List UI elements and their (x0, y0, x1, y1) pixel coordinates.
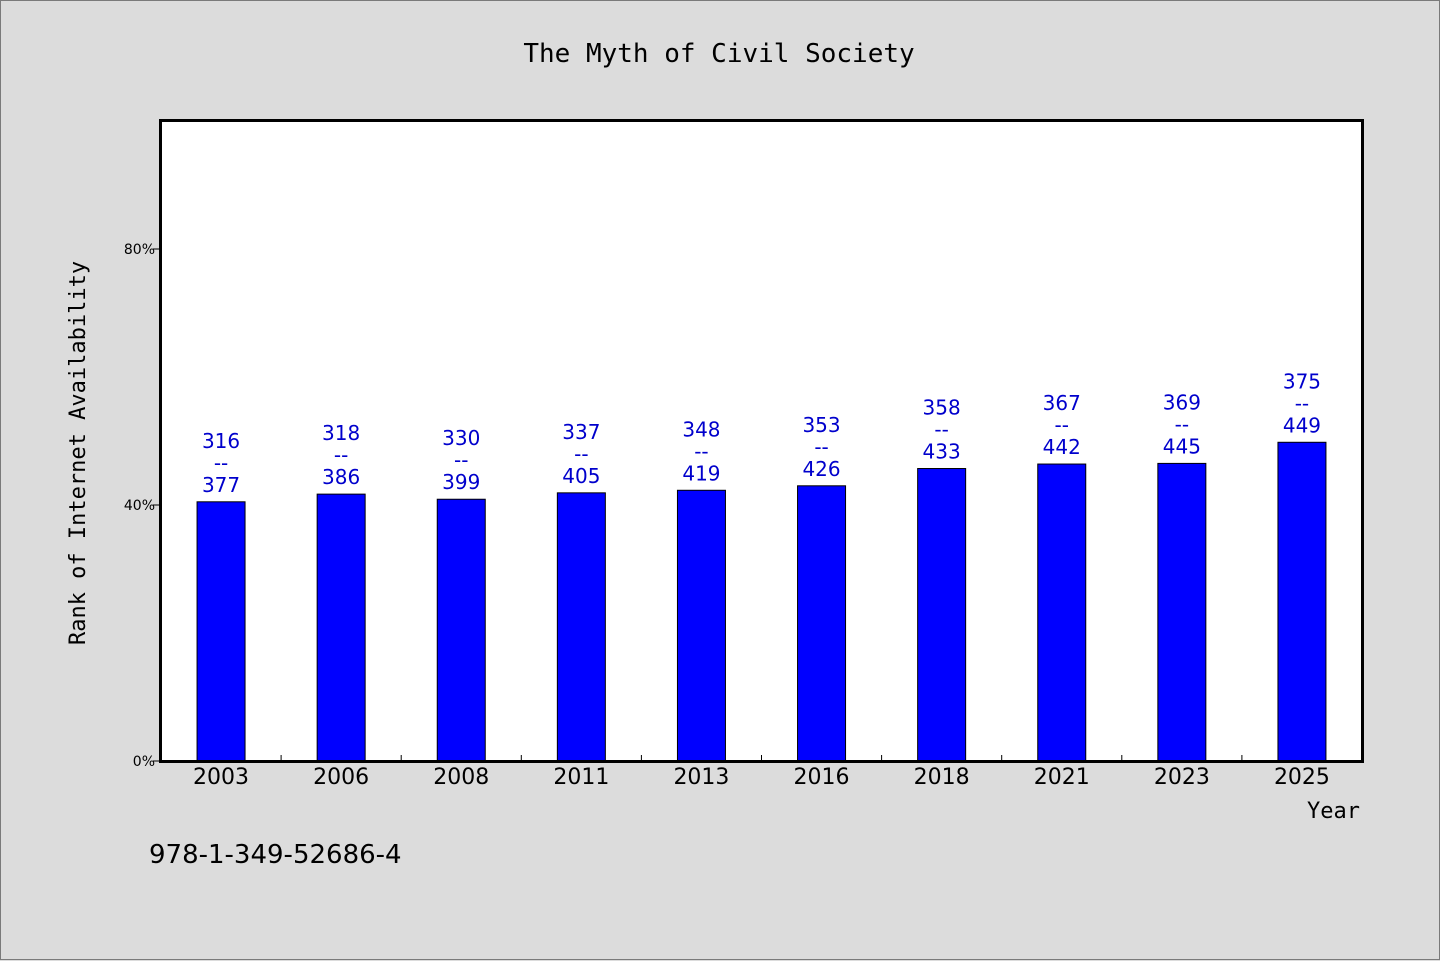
data-label: -- (934, 418, 948, 442)
data-label: 358 (923, 396, 961, 420)
data-label: 426 (802, 457, 840, 481)
data-label: 433 (923, 440, 961, 464)
data-label: -- (454, 448, 468, 472)
data-label: -- (214, 451, 228, 475)
data-label: -- (1295, 391, 1309, 415)
x-tick-label: 2025 (1274, 765, 1330, 790)
bar-2016 (797, 485, 847, 762)
bar-2006 (316, 493, 366, 762)
y-tick-label: 40% (124, 498, 155, 514)
data-label: 419 (682, 461, 720, 485)
x-axis-title: Year (1307, 799, 1360, 824)
data-labels: 316--377318--386330--399337--405348--419… (202, 369, 1321, 497)
x-tick-label: 2008 (433, 765, 489, 790)
data-label: 442 (1043, 435, 1081, 459)
y-axis-title: Rank of Internet Availability (66, 261, 91, 645)
x-tick-label: 2021 (1034, 765, 1090, 790)
plot-border (159, 119, 1364, 763)
x-tick-label: 2018 (914, 765, 970, 790)
bar-2023 (1157, 462, 1207, 762)
data-label: -- (1055, 413, 1069, 437)
data-label: -- (334, 443, 348, 467)
x-tick-label: 2011 (553, 765, 609, 790)
data-label: 405 (562, 464, 600, 488)
data-label: -- (814, 435, 828, 459)
data-label: 353 (802, 413, 840, 437)
bar-2008 (436, 498, 486, 762)
x-tick-label: 2016 (794, 765, 850, 790)
chart-title: The Myth of Civil Society (523, 39, 914, 69)
bar-2003 (196, 501, 246, 762)
data-label: 449 (1283, 413, 1321, 437)
data-label: 445 (1163, 434, 1201, 458)
y-tick-label: 0% (133, 754, 155, 770)
bar-2013 (676, 489, 726, 762)
axis-ticks: 0% 40% 80% 2003 2006 2008 2011 2013 2016 2018 2021… (124, 242, 1330, 790)
x-tick-label: 2006 (313, 765, 369, 790)
bar-2011 (556, 492, 606, 762)
data-label: 367 (1043, 391, 1081, 415)
y-tick-label: 80% (124, 242, 155, 258)
data-label: -- (1175, 412, 1189, 436)
x-tick-label: 2023 (1154, 765, 1210, 790)
data-label: 377 (202, 473, 240, 497)
data-label: 386 (322, 465, 360, 489)
x-tick-label: 2003 (193, 765, 249, 790)
data-label: 337 (562, 420, 600, 444)
data-label: 330 (442, 426, 480, 450)
x-tick-label: 2013 (673, 765, 729, 790)
bars (196, 441, 1327, 762)
data-label: -- (574, 442, 588, 466)
bar-2021 (1037, 463, 1087, 762)
data-label: 375 (1283, 369, 1321, 393)
data-label: 369 (1163, 390, 1201, 414)
data-label: 348 (682, 417, 720, 441)
bar-2025 (1277, 441, 1327, 762)
data-label: 318 (322, 421, 360, 445)
data-label: 399 (442, 470, 480, 494)
isbn-text: 978-1-349-52686-4 (149, 840, 402, 870)
data-label: -- (694, 439, 708, 463)
data-label: 316 (202, 429, 240, 453)
bar-2018 (917, 468, 967, 762)
